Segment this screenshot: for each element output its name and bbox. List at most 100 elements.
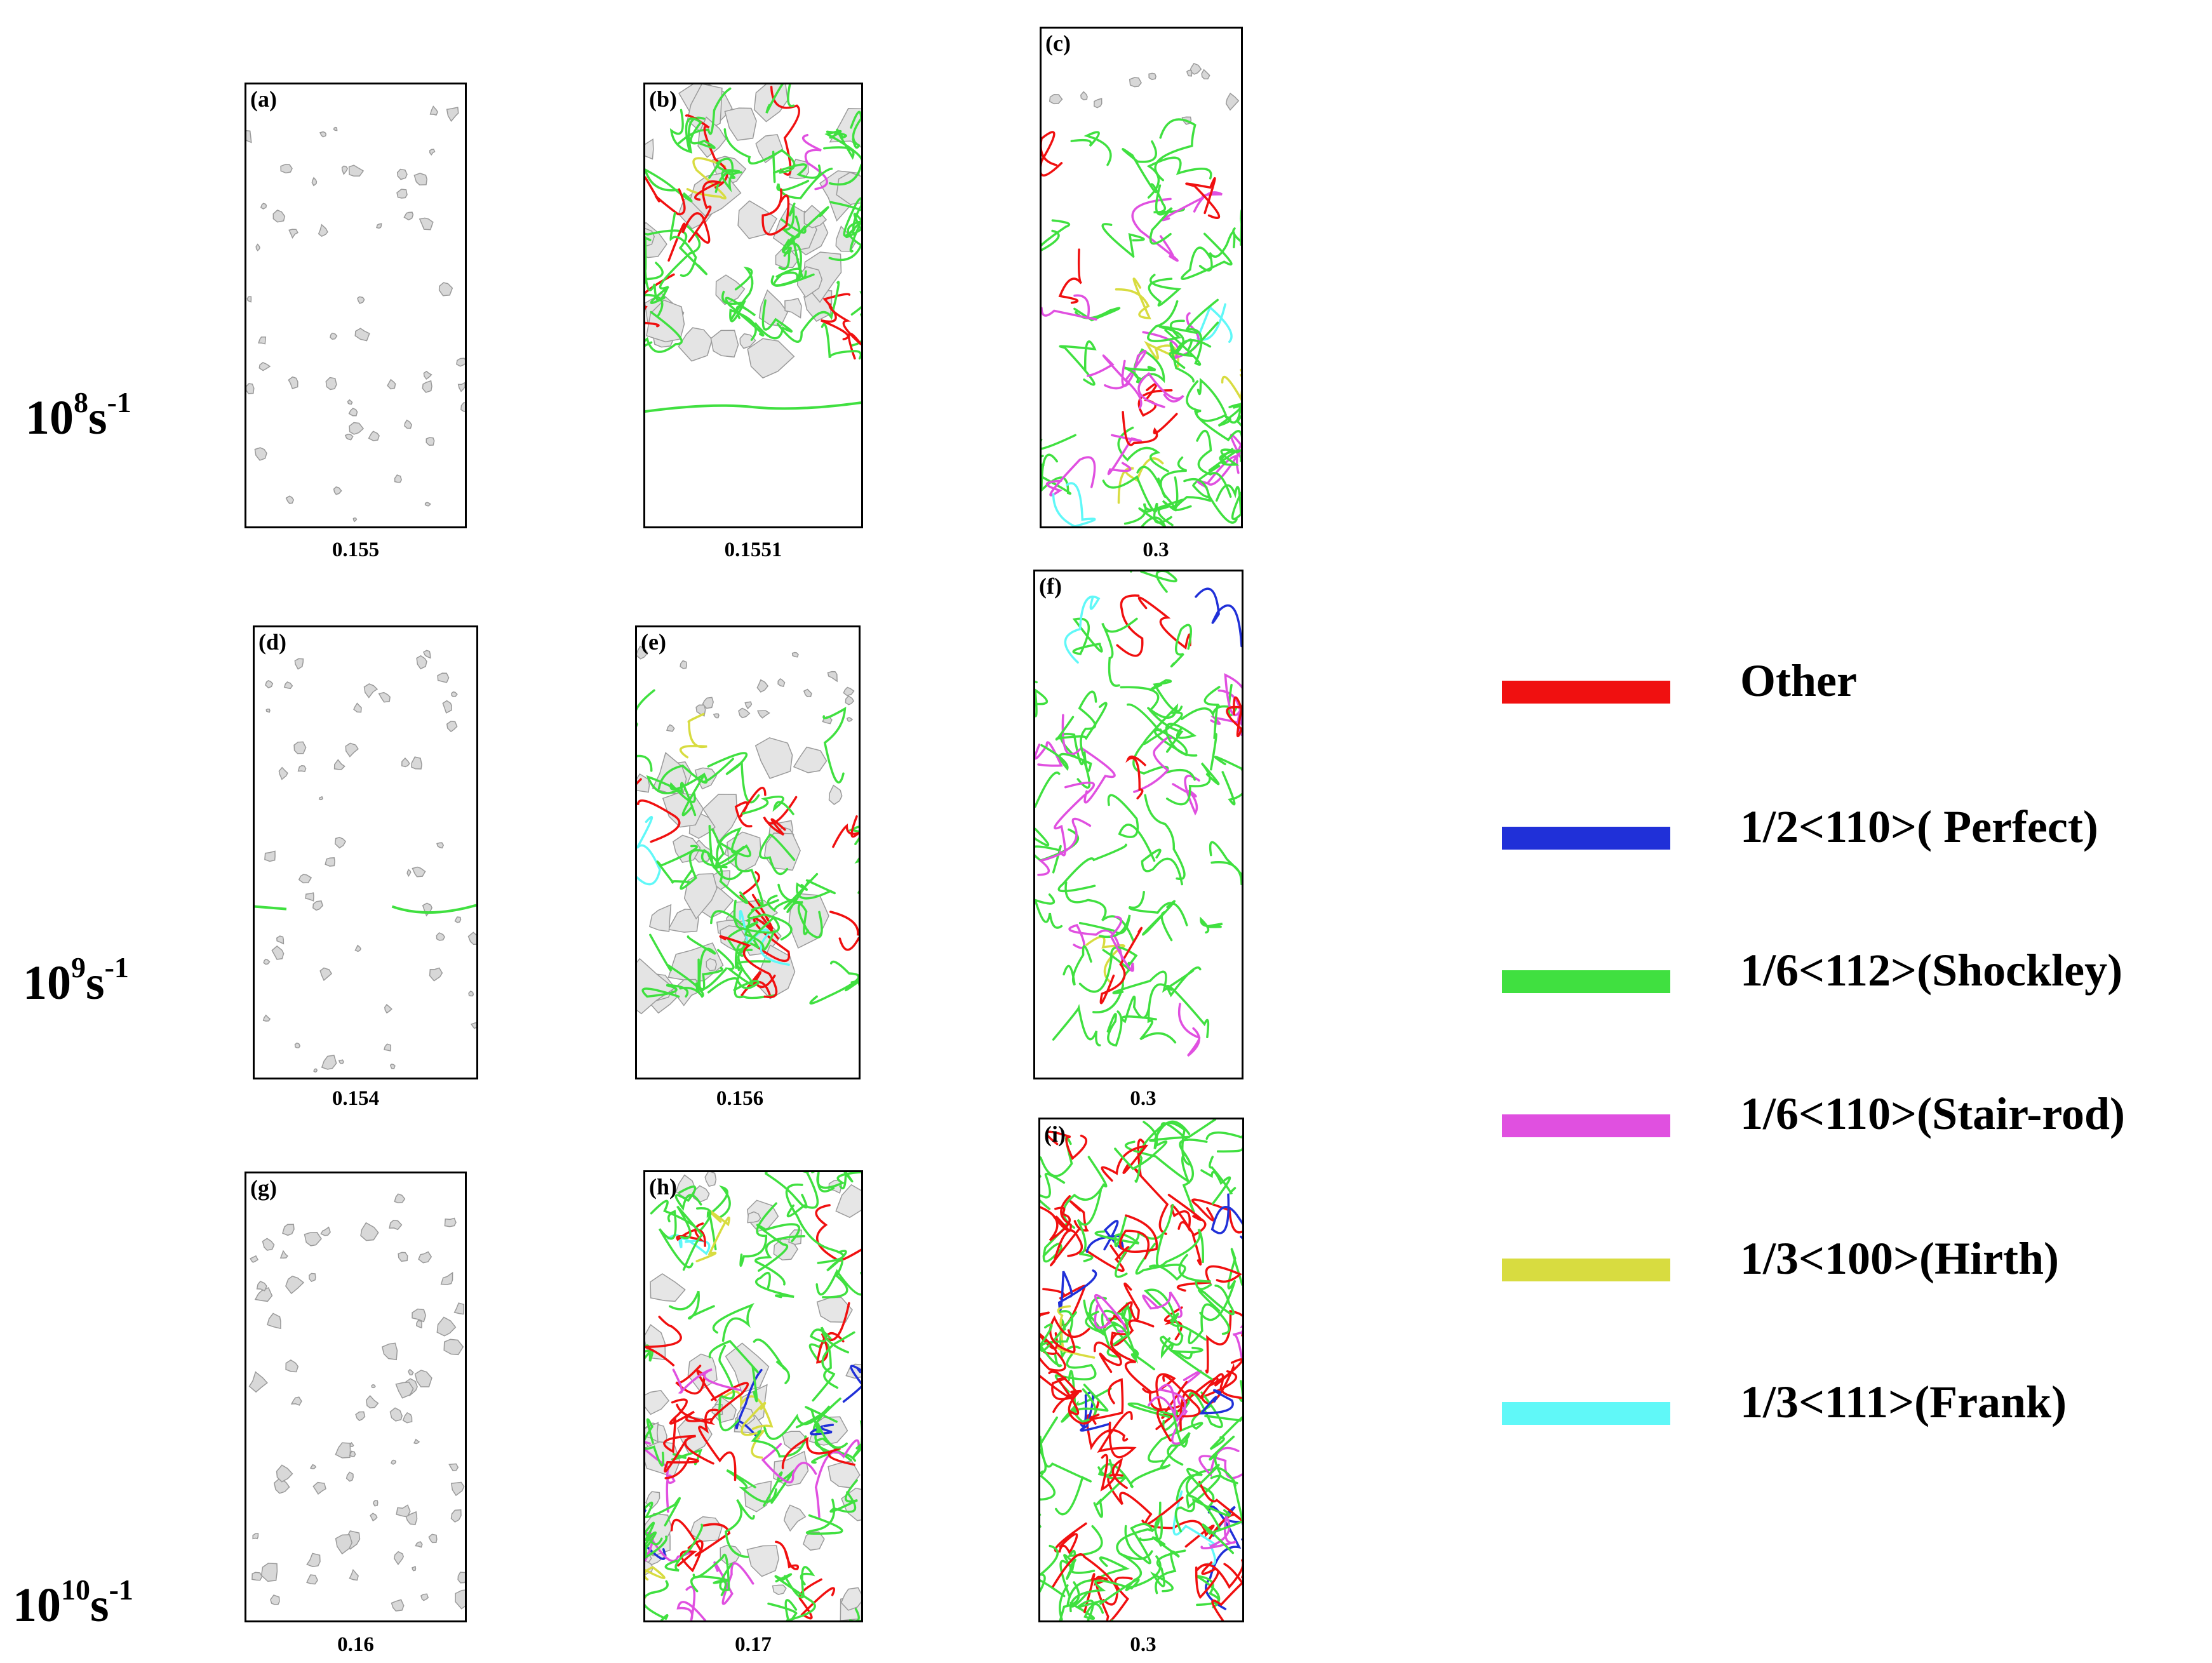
void-cluster: [387, 378, 396, 390]
void-cluster: [1094, 98, 1103, 109]
panel-e: (e): [635, 625, 861, 1079]
void-cluster: [803, 1531, 825, 1551]
row-label-3: 1010s-1: [13, 1573, 133, 1632]
dislocation-line: [1181, 232, 1233, 280]
strain-label-h: 0.17: [735, 1633, 772, 1656]
dislocation-line: [1040, 1310, 1077, 1352]
dislocation-line: [1035, 893, 1063, 929]
void-cluster: [846, 717, 854, 723]
dislocation-line: [852, 1420, 861, 1459]
void-cluster: [423, 650, 431, 659]
dislocation-line: [645, 1521, 663, 1551]
void-cluster: [352, 517, 358, 523]
void-cluster: [683, 873, 718, 920]
void-cluster: [784, 298, 802, 319]
dislocation-line: [645, 401, 861, 413]
dislocation-line: [1115, 277, 1151, 319]
dislocation-line: [747, 899, 793, 941]
dislocation-line: [707, 752, 760, 804]
panel-letter: (a): [250, 86, 277, 112]
dislocation-line: [784, 1566, 815, 1599]
void-cluster: [333, 126, 338, 131]
dislocation-line: [1059, 1581, 1080, 1620]
void-cluster: [662, 792, 704, 828]
void-cluster: [678, 327, 713, 362]
dislocation-line: [1035, 741, 1063, 767]
dislocation-line: [676, 1205, 704, 1271]
dislocation-line: [658, 1210, 694, 1269]
dislocation-line: [680, 849, 743, 890]
void-cluster: [448, 1463, 459, 1471]
void-cluster: [348, 408, 358, 417]
void-cluster: [347, 399, 353, 405]
dislocation-line: [1232, 1325, 1242, 1362]
dislocation-line: [809, 1424, 835, 1436]
dislocation-line: [645, 311, 683, 353]
dislocation-line: [1198, 1446, 1242, 1479]
void-cluster: [420, 1593, 429, 1601]
void-cluster: [793, 746, 828, 773]
void-cluster: [457, 382, 465, 392]
dislocation-line: [1122, 366, 1156, 384]
void-cluster: [338, 1059, 344, 1064]
void-cluster: [747, 1211, 761, 1224]
void-cluster: [389, 1220, 403, 1231]
panel-letter: (c): [1045, 30, 1071, 56]
void-cluster: [285, 1275, 305, 1295]
dislocation-line: [645, 1566, 666, 1599]
dislocation-line: [801, 133, 828, 190]
dislocation-line: [664, 1439, 699, 1479]
void-cluster: [702, 697, 714, 709]
void-cluster: [391, 1599, 405, 1612]
void-cluster: [264, 850, 276, 862]
dislocation-line: [1054, 781, 1096, 857]
void-cluster: [319, 131, 327, 138]
dislocation-line: [734, 960, 777, 999]
legend-swatch-hirth: [1502, 1259, 1670, 1281]
void-cluster: [258, 336, 267, 345]
dislocation-line: [848, 1608, 861, 1620]
dislocation-line: [1100, 1453, 1128, 1492]
dislocation-line: [645, 1316, 682, 1366]
dislocation-line: [1146, 156, 1212, 199]
void-cluster: [260, 203, 267, 210]
dislocation-line: [1185, 1468, 1221, 1509]
dislocation-line: [1188, 1303, 1230, 1345]
void-cluster: [297, 765, 307, 772]
dislocation-line: [637, 689, 655, 772]
void-cluster: [372, 1500, 379, 1507]
dislocation-line: [1209, 1435, 1238, 1485]
dislocation-line: [669, 1290, 715, 1319]
void-cluster: [754, 737, 793, 779]
dislocation-line: [645, 1509, 666, 1560]
dislocation-line: [1143, 1121, 1190, 1166]
void-cluster: [396, 168, 408, 180]
void-cluster: [333, 486, 342, 495]
dislocation-line: [821, 293, 851, 340]
dislocation-line: [676, 1586, 707, 1620]
dislocation-line: [1177, 1003, 1201, 1057]
dislocation-line: [1061, 714, 1116, 804]
dislocation-line: [669, 212, 697, 277]
void-cluster: [454, 916, 462, 923]
dislocation-line: [842, 1365, 861, 1403]
dislocation-line: [698, 1408, 737, 1481]
void-cluster: [841, 1487, 861, 1521]
void-cluster: [304, 1232, 322, 1246]
void-cluster: [424, 502, 431, 507]
dislocation-line: [1209, 1156, 1237, 1195]
void-cluster: [348, 164, 365, 177]
dislocation-line: [1101, 1144, 1149, 1182]
dislocation-line: [1120, 995, 1157, 1024]
void-cluster: [246, 130, 252, 144]
void-cluster: [1201, 69, 1210, 79]
dislocation-line: [1117, 426, 1169, 472]
dislocation-line: [1051, 1377, 1080, 1415]
void-cluster: [318, 224, 328, 237]
dislocation-line: [1072, 617, 1103, 655]
dislocation-line: [1097, 1459, 1169, 1488]
void-cluster: [725, 1342, 770, 1393]
dislocation-line: [796, 879, 836, 900]
void-cluster: [282, 1224, 295, 1236]
void-cluster: [412, 866, 426, 878]
